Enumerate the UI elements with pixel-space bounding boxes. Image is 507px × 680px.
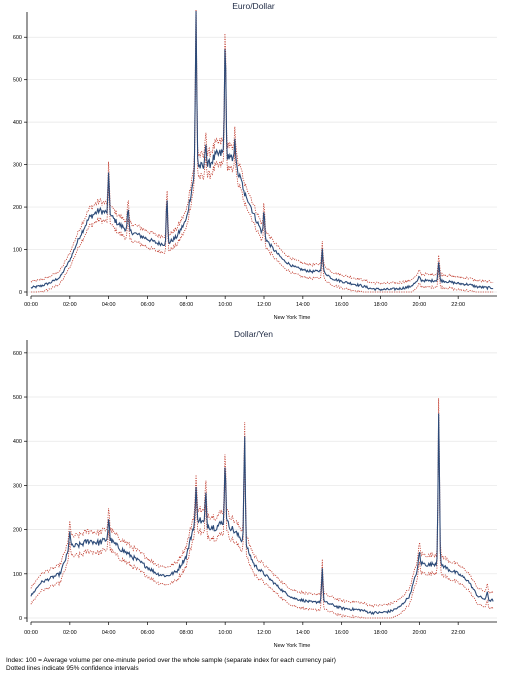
eurodollar-xtick-label: 16:00 <box>335 302 349 308</box>
dollaryen-xtick-label: 20:00 <box>412 630 426 636</box>
eurodollar-ytick-label: 300 <box>13 163 22 169</box>
dollaryen-ci-lower-line <box>30 428 494 619</box>
dollaryen-xtick-label: 10:00 <box>218 630 232 636</box>
dollaryen-xtick-label: 06:00 <box>141 630 155 636</box>
eurodollar-ytick-label: 200 <box>13 205 22 211</box>
dollaryen-xtick-label: 00:00 <box>24 630 38 636</box>
eurodollar-volume-line <box>30 10 494 292</box>
dollaryen-ci-upper-line <box>30 398 494 608</box>
eurodollar-xtick-label: 14:00 <box>296 302 310 308</box>
footnote-index: Index: 100 = Average volume per one-minu… <box>6 657 336 664</box>
eurodollar-ytick-label: 600 <box>13 35 22 41</box>
eurodollar-ci-upper-line <box>30 10 494 285</box>
eurodollar-ytick-label: 0 <box>19 290 22 296</box>
eurodollar-xtick-label: 06:00 <box>141 302 155 308</box>
dollaryen-ytick-label: 200 <box>13 528 22 534</box>
eurodollar-ci-lower-line <box>31 28 494 293</box>
dollaryen-xtick-label: 16:00 <box>335 630 349 636</box>
eurodollar-xtick-label: 20:00 <box>412 302 426 308</box>
footnote-ci: Dotted lines indicate 95% confidence int… <box>6 665 139 672</box>
eurodollar-xtick-label: 00:00 <box>24 302 38 308</box>
chart-dollaryen: 0 100 200 300 400 500 600 00:00 02:00 04:00 06:00 0… <box>13 340 497 649</box>
eurodollar-xtick-label: 12:00 <box>257 302 271 308</box>
eurodollar-xtick-label: 10:00 <box>218 302 232 308</box>
eurodollar-ytick-label: 500 <box>13 78 22 84</box>
dollaryen-ytick-label: 400 <box>13 439 22 445</box>
dollaryen-xtick-label: 18:00 <box>374 630 388 636</box>
dollaryen-xtick-label: 14:00 <box>296 630 310 636</box>
dollaryen-ytick-label: 0 <box>19 616 22 622</box>
eurodollar-xtick-label: 08:00 <box>179 302 193 308</box>
eurodollar-xtick-label: 18:00 <box>374 302 388 308</box>
dollaryen-x-axis-title: New York Time <box>274 643 311 649</box>
chart-title-eurodollar: Euro/Dollar <box>232 1 275 11</box>
dollaryen-ytick-label: 500 <box>13 395 22 401</box>
dollaryen-xtick-label: 04:00 <box>102 630 116 636</box>
dollaryen-xtick-label: 12:00 <box>257 630 271 636</box>
eurodollar-xtick-label: 04:00 <box>102 302 116 308</box>
dollaryen-xtick-label: 22:00 <box>451 630 465 636</box>
dollaryen-xtick-label: 08:00 <box>179 630 193 636</box>
dollaryen-xtick-label: 02:00 <box>63 630 77 636</box>
eurodollar-ytick-label: 400 <box>13 120 22 126</box>
eurodollar-xtick-label: 22:00 <box>451 302 465 308</box>
dollaryen-ytick-label: 600 <box>13 351 22 357</box>
dollaryen-ytick-label: 300 <box>13 483 22 489</box>
dollaryen-volume-line <box>30 413 494 616</box>
chart-eurodollar: 0 100 200 300 400 500 600 00:00 02:00 04:00 06:00 0… <box>13 10 497 321</box>
eurodollar-xtick-label: 02:00 <box>63 302 77 308</box>
chart-title-dollaryen: Dollar/Yen <box>234 329 273 339</box>
eurodollar-x-axis-title: New York Time <box>274 315 311 321</box>
dollaryen-ytick-label: 100 <box>13 572 22 578</box>
eurodollar-ytick-label: 100 <box>13 248 22 254</box>
